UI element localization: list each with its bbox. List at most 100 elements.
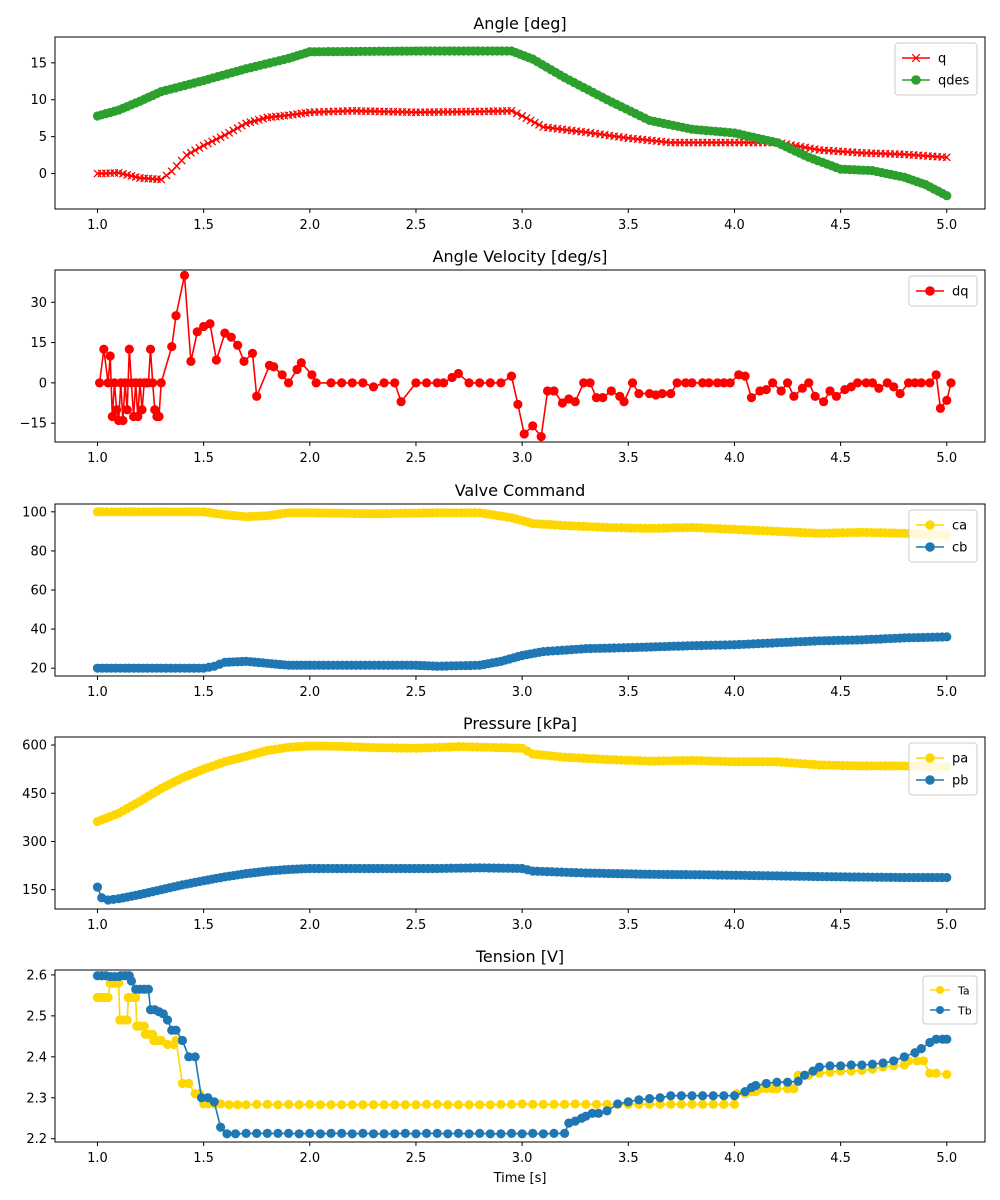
data-point <box>443 1129 453 1139</box>
data-point <box>559 1099 570 1109</box>
legend-marker <box>925 286 935 296</box>
data-point <box>507 106 516 115</box>
x-tick-label: 4.5 <box>830 685 851 700</box>
data-point <box>262 1099 272 1109</box>
x-tick-label: 3.0 <box>512 918 533 933</box>
data-point <box>396 397 406 407</box>
data-point <box>315 1129 326 1139</box>
legend-marker <box>936 1006 944 1014</box>
data-point <box>237 121 246 130</box>
data-point <box>283 1128 294 1138</box>
data-point <box>867 378 878 388</box>
data-point <box>326 378 336 388</box>
y-tick-label: 0 <box>39 376 47 391</box>
data-point <box>903 378 914 388</box>
data-point <box>761 384 771 395</box>
legend-box <box>922 975 978 1025</box>
data-point <box>196 1093 207 1103</box>
data-point <box>379 1100 389 1110</box>
data-point <box>294 1100 304 1110</box>
data-point <box>585 378 595 388</box>
data-point <box>211 355 221 365</box>
data-point <box>916 1044 926 1054</box>
legend-marker <box>936 986 944 994</box>
data-point <box>195 143 204 152</box>
data-point <box>292 364 302 375</box>
data-point <box>432 378 442 388</box>
data-point <box>179 270 190 280</box>
x-tick-label: 1.0 <box>87 918 108 933</box>
data-point <box>315 1100 326 1110</box>
series-line-q <box>97 109 947 181</box>
y-tick-label: 600 <box>22 739 47 754</box>
data-point <box>94 378 105 388</box>
data-point <box>247 348 258 358</box>
data-point <box>676 1091 686 1101</box>
data-point <box>591 393 602 403</box>
data-point <box>535 120 544 129</box>
x-tick-label: 3.5 <box>618 918 639 933</box>
x-tick-label: 3.0 <box>512 1151 533 1166</box>
data-point <box>918 1056 929 1066</box>
y-tick-label: 2.4 <box>26 1050 47 1065</box>
x-tick-label: 2.5 <box>406 685 427 700</box>
y-tick-label: 15 <box>30 56 47 71</box>
data-point <box>182 151 191 160</box>
data-point <box>411 1100 421 1110</box>
data-point <box>687 1091 697 1101</box>
subplot-title: Pressure [kPa] <box>463 714 577 733</box>
x-tick-label: 4.0 <box>724 685 745 700</box>
x-tick-label: 5.0 <box>936 218 957 233</box>
data-point <box>946 378 956 388</box>
data-point <box>156 378 166 388</box>
data-point <box>139 1021 149 1031</box>
data-point <box>157 175 166 184</box>
axes-frame <box>54 736 986 910</box>
x-tick-label: 4.5 <box>830 218 851 233</box>
data-point <box>634 1095 644 1105</box>
x-tick-label: 1.5 <box>193 685 214 700</box>
legend-marker <box>911 53 921 63</box>
axes-frame <box>54 969 986 1143</box>
data-point <box>438 378 449 388</box>
data-point <box>368 382 379 392</box>
legend-label-qdes: qdes <box>938 74 970 89</box>
x-tick-label: 2.5 <box>406 218 427 233</box>
legend-marker <box>925 542 935 552</box>
data-point <box>522 114 531 123</box>
y-tick-label: 5 <box>39 130 47 145</box>
legend-label-Tb: Tb <box>957 1005 972 1018</box>
data-point <box>411 378 421 388</box>
data-point <box>283 378 294 388</box>
data-point <box>124 344 134 354</box>
data-point <box>587 1108 597 1118</box>
data-point <box>137 405 147 415</box>
data-point <box>233 124 242 133</box>
data-point <box>224 1100 234 1110</box>
data-point <box>776 386 786 396</box>
y-tick-label: 30 <box>30 296 47 311</box>
data-point <box>485 378 495 388</box>
data-point <box>526 116 535 125</box>
data-point <box>853 378 863 388</box>
data-point <box>347 1129 357 1139</box>
data-point <box>746 393 757 403</box>
data-point <box>222 1129 232 1139</box>
data-point <box>549 386 559 396</box>
data-point <box>613 1099 623 1109</box>
data-point <box>421 1099 432 1109</box>
data-point <box>358 378 368 388</box>
data-point <box>878 1058 888 1068</box>
data-point <box>889 382 899 392</box>
data-point <box>162 171 171 180</box>
data-point <box>528 421 538 431</box>
legend: Ta Tb <box>922 975 978 1025</box>
data-point <box>666 389 676 399</box>
data-point <box>772 1084 782 1094</box>
data-point <box>517 1129 527 1139</box>
x-tick-label: 1.5 <box>193 1151 214 1166</box>
x-tick-label: 4.5 <box>830 918 851 933</box>
data-point <box>543 386 553 396</box>
data-point <box>171 311 181 321</box>
data-point <box>162 1039 173 1050</box>
